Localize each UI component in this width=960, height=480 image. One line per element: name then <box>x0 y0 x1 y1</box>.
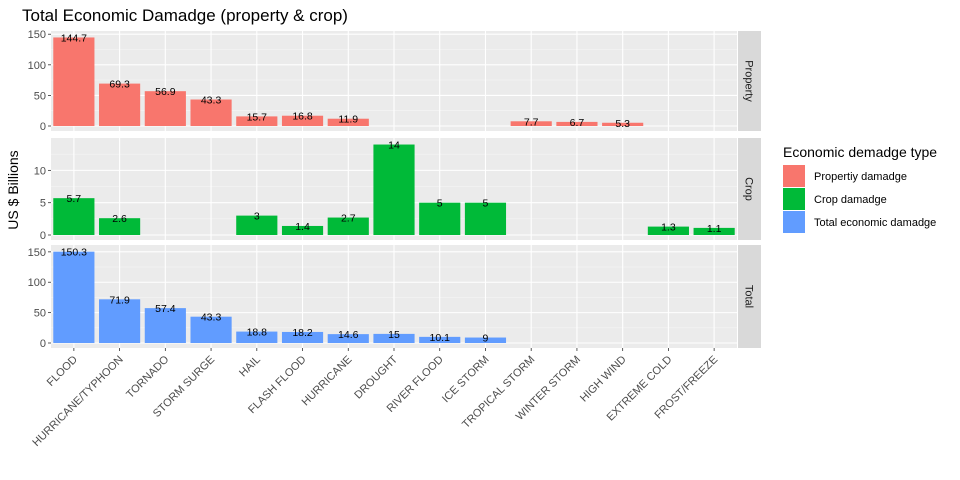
bar-crop-9 <box>464 202 507 235</box>
bar-value-label: 43.3 <box>201 95 222 107</box>
bar-total-4 <box>236 331 278 343</box>
bar-total-9 <box>464 337 507 343</box>
bar-crop-0 <box>53 198 95 235</box>
facet-strip <box>738 31 761 131</box>
y-tick-label: 150 <box>28 29 46 41</box>
facet-strip <box>738 245 761 348</box>
bar-value-label: 14.6 <box>338 329 359 341</box>
y-tick-label: 100 <box>28 60 46 72</box>
bar-value-label: 43.3 <box>201 312 222 324</box>
bar-value-label: 5.3 <box>615 118 630 130</box>
bar-property-4 <box>236 116 278 126</box>
bar-crop-8 <box>419 202 461 235</box>
bar-value-label: 1.3 <box>661 222 676 234</box>
bar-value-label: 57.4 <box>155 303 176 315</box>
bar-total-7 <box>373 333 415 343</box>
bar-property-10 <box>510 121 552 126</box>
legend-key-crop <box>783 188 805 210</box>
y-tick-label: 50 <box>34 308 46 320</box>
facet-strip-label: Crop <box>743 177 755 201</box>
bar-value-label: 69.3 <box>109 79 130 91</box>
bar-crop-4 <box>236 215 278 235</box>
bar-total-3 <box>190 316 232 343</box>
legend: Economic demadge type Propertiy damadge C… <box>783 144 937 233</box>
y-axis-label: US $ Billions <box>5 150 21 229</box>
legend-label: Crop damadge <box>814 194 887 206</box>
y-tick-label: 0 <box>40 121 46 133</box>
bar-value-label: 5 <box>437 198 443 210</box>
bar-property-2 <box>144 91 186 126</box>
bar-value-label: 150.3 <box>61 247 87 259</box>
facet-strip <box>738 138 761 240</box>
bar-value-label: 15 <box>388 329 400 341</box>
bar-value-label: 5 <box>483 198 489 210</box>
bar-property-11 <box>556 121 598 126</box>
bar-value-label: 2.7 <box>341 213 356 225</box>
bar-value-label: 18.8 <box>247 327 268 339</box>
bar-property-0 <box>53 37 95 126</box>
bar-crop-7 <box>373 144 415 235</box>
bar-value-label: 6.7 <box>570 117 585 129</box>
bar-value-label: 9 <box>483 333 489 345</box>
facet-panel-total: 0 50 100 150 150.3 71.9 57.4 43.3 18.8 18.2 14.6 15… <box>28 245 761 350</box>
y-tick-label: 5 <box>40 198 46 210</box>
bar-total-8 <box>419 336 461 343</box>
bar-property-1 <box>99 83 141 126</box>
legend-title: Economic demadge type <box>783 144 937 160</box>
y-tick-label: 50 <box>34 90 46 102</box>
bar-value-label: 1.1 <box>707 223 722 235</box>
bar-total-1 <box>99 299 141 343</box>
bar-value-label: 10.1 <box>430 332 451 344</box>
bar-crop-14 <box>693 227 735 235</box>
bar-value-label: 15.7 <box>247 111 268 123</box>
bar-crop-5 <box>281 225 324 235</box>
bar-total-5 <box>281 331 324 343</box>
x-tick-label: FLOOD <box>45 354 80 389</box>
bar-value-label: 14 <box>388 140 400 152</box>
bar-value-label: 5.7 <box>67 193 82 205</box>
y-tick-label: 150 <box>28 247 46 259</box>
x-tick-label: HIGH WIND <box>578 354 629 405</box>
bar-value-label: 11.9 <box>338 114 358 126</box>
y-tick-label: 0 <box>40 230 46 242</box>
bar-property-12 <box>602 122 644 126</box>
facet-strip-label: Total <box>743 285 755 308</box>
facet-panel-property: 0 50 100 150 144.7 69.3 56.9 43.3 15.7 16.8 11.9 7.… <box>28 29 761 133</box>
chart-title: Total Economic Damadge (property & crop) <box>22 6 348 25</box>
y-tick-label: 100 <box>28 277 46 289</box>
legend-label: Total economic damadge <box>814 217 936 229</box>
bar-value-label: 71.9 <box>109 294 130 306</box>
bar-total-6 <box>327 334 369 343</box>
bar-total-0 <box>53 251 95 343</box>
x-tick-label: HAIL <box>237 354 263 380</box>
x-tick-label: DROUGHT <box>352 353 400 401</box>
bar-property-6 <box>327 118 369 126</box>
facet-strip-label: Property <box>743 60 755 102</box>
x-tick-label: HURRICANE/TYPHOON <box>30 354 125 449</box>
bar-crop-6 <box>327 217 369 235</box>
bar-value-label: 56.9 <box>155 86 176 98</box>
bar-value-label: 3 <box>254 211 260 223</box>
x-tick-label: TORNADO <box>124 353 172 401</box>
bar-value-label: 1.4 <box>295 221 310 233</box>
bar-value-label: 7.7 <box>524 116 539 128</box>
bar-total-2 <box>144 308 186 343</box>
legend-key-total <box>783 211 805 233</box>
bar-property-5 <box>281 115 324 126</box>
bar-value-label: 144.7 <box>61 32 87 44</box>
facet-panel-crop: 0 5 10 5.7 2.6 3 1.4 2.7 14 5 5 1.3 1.1 Crop <box>34 138 761 242</box>
legend-label: Propertiy damadge <box>814 171 907 183</box>
bar-value-label: 16.8 <box>292 111 313 123</box>
bar-crop-13 <box>647 226 689 235</box>
bar-crop-1 <box>99 218 141 235</box>
y-tick-label: 0 <box>40 338 46 350</box>
bar-value-label: 18.2 <box>292 327 313 339</box>
bar-value-label: 2.6 <box>112 213 127 225</box>
legend-key-property <box>783 165 805 187</box>
y-tick-label: 10 <box>34 165 46 177</box>
bar-property-3 <box>190 99 232 126</box>
